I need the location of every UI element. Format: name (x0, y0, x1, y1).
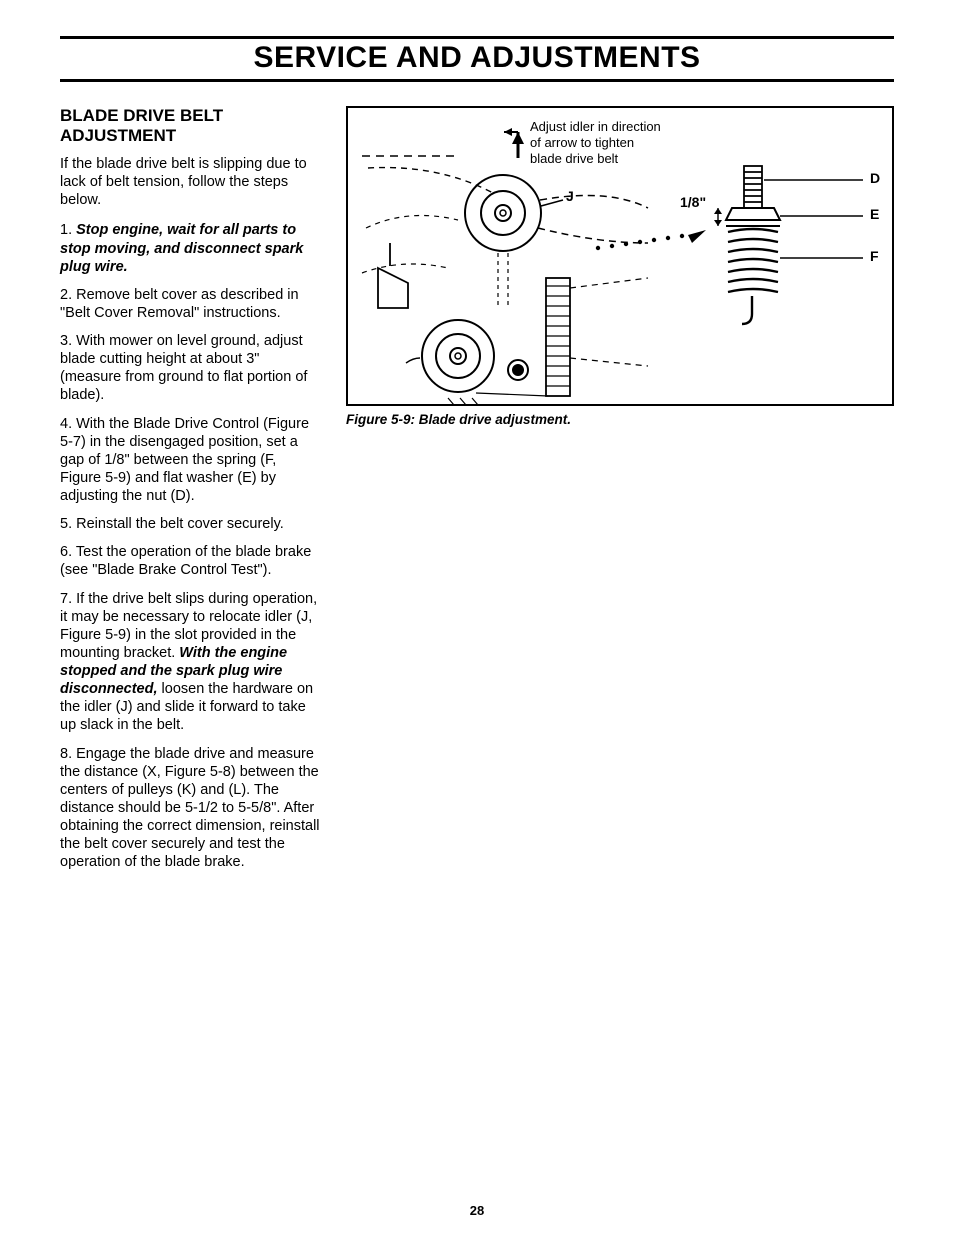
step-4: 4. With the Blade Drive Control (Figure … (60, 415, 320, 506)
figure-annot-line2: of arrow to tighten (530, 136, 634, 151)
step-text: Engage the blade drive and measure the d… (60, 746, 320, 871)
right-column: Adjust idler in direction of arrow to ti… (346, 106, 894, 427)
figure-label-e: E (870, 206, 879, 222)
heading-line-2: ADJUSTMENT (60, 126, 176, 145)
step-number: 5. (60, 516, 72, 532)
figure-label-d: D (870, 170, 880, 186)
step-8: 8. Engage the blade drive and measure th… (60, 745, 320, 872)
figure-label-gap: 1/8" (680, 194, 706, 210)
figure-caption: Figure 5-9: Blade drive adjustment. (346, 412, 894, 427)
section-heading: BLADE DRIVE BELT ADJUSTMENT (60, 106, 320, 145)
step-number: 4. (60, 416, 72, 432)
columns: BLADE DRIVE BELT ADJUSTMENT If the blade… (60, 106, 894, 881)
step-text: Test the operation of the blade brake (s… (60, 544, 311, 578)
step-bold-italic: Stop engine, wait for all parts to stop … (60, 222, 303, 274)
step-text: With mower on level ground, adjust blade… (60, 333, 307, 403)
step-number: 3. (60, 333, 72, 349)
step-number: 7. (60, 591, 72, 607)
figure-annot-line1: Adjust idler in direction (530, 120, 661, 135)
figure-label-j: J (566, 188, 574, 204)
step-2: 2. Remove belt cover as described in "Be… (60, 286, 320, 322)
page-number: 28 (0, 1203, 954, 1218)
step-number: 1. (60, 222, 72, 238)
figure-label-f: F (870, 248, 879, 264)
figure-annot-line3: blade drive belt (530, 152, 618, 167)
step-6: 6. Test the operation of the blade brake… (60, 543, 320, 579)
step-number: 2. (60, 287, 72, 303)
left-column: BLADE DRIVE BELT ADJUSTMENT If the blade… (60, 106, 320, 881)
intro-text: If the blade drive belt is slipping due … (60, 155, 320, 209)
step-1: 1. Stop engine, wait for all parts to st… (60, 221, 320, 275)
step-text: Reinstall the belt cover securely. (76, 516, 284, 532)
step-number: 6. (60, 544, 72, 560)
heading-line-1: BLADE DRIVE BELT (60, 106, 223, 125)
page: SERVICE AND ADJUSTMENTS BLADE DRIVE BELT… (0, 0, 954, 1240)
step-7: 7. If the drive belt slips during operat… (60, 590, 320, 735)
step-5: 5. Reinstall the belt cover securely. (60, 515, 320, 533)
page-title: SERVICE AND ADJUSTMENTS (60, 39, 894, 82)
figure-svg (348, 108, 896, 408)
figure-box: Adjust idler in direction of arrow to ti… (346, 106, 894, 406)
step-text: Remove belt cover as described in "Belt … (60, 287, 299, 321)
step-text: With the Blade Drive Control (Figure 5-7… (60, 416, 309, 505)
step-number: 8. (60, 746, 72, 762)
step-3: 3. With mower on level ground, adjust bl… (60, 332, 320, 405)
